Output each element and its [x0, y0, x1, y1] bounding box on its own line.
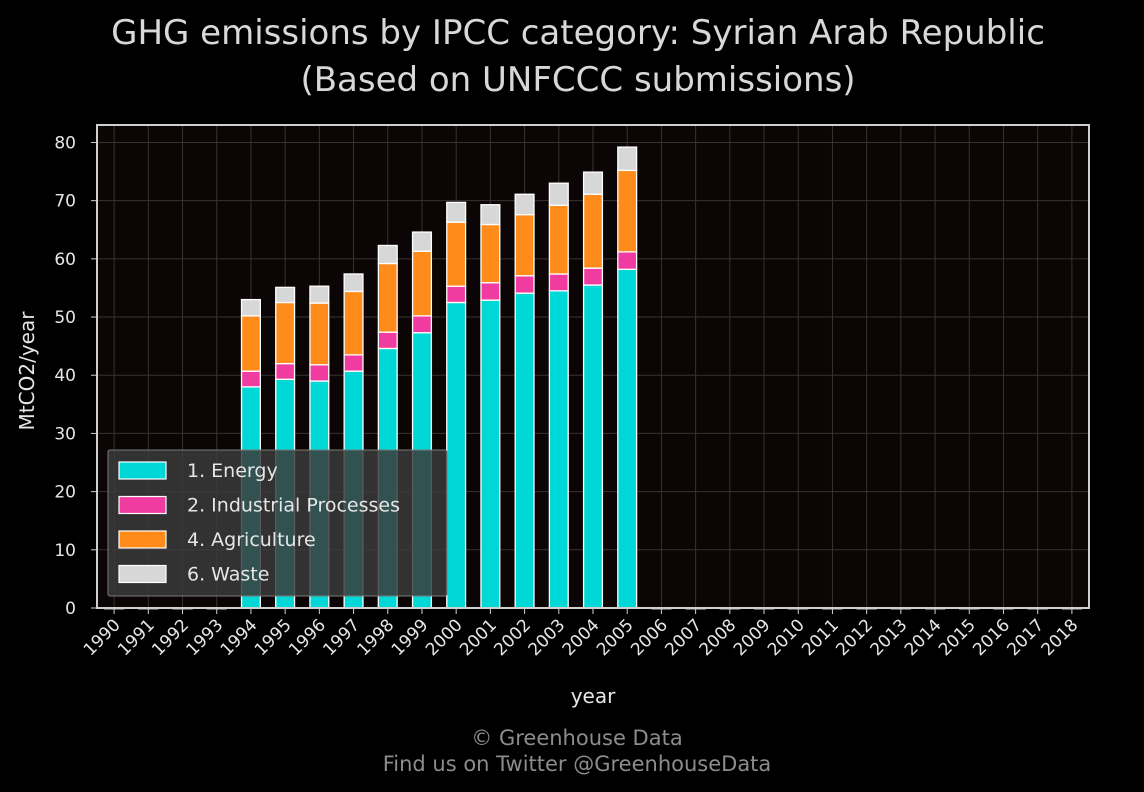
bar-segment-series-3 — [275, 286, 296, 304]
bar-segment-series-3 — [240, 298, 261, 317]
bar-segment-series-0 — [446, 301, 467, 609]
bar-segment-series-0 — [548, 290, 569, 609]
bar-segment-series-2 — [275, 301, 296, 365]
bar-segment-series-2 — [617, 169, 638, 253]
x-tick-label: 2014 — [901, 615, 946, 660]
legend-swatch-1 — [118, 495, 167, 515]
bar-segment-series-2 — [343, 290, 364, 356]
bar-segment-series-0 — [514, 292, 535, 609]
bar-segment-series-2 — [480, 223, 501, 284]
bar-segment-series-2 — [309, 302, 330, 366]
legend-label-1: 2. Industrial Processes — [187, 495, 400, 517]
bar-segment-series-0 — [480, 299, 501, 609]
x-tick-label: 2009 — [730, 615, 775, 660]
y-tick-label: 0 — [65, 599, 76, 619]
bar-segment-series-2 — [446, 221, 467, 287]
y-axis: 0 10 20 30 40 50 60 70 80 — [54, 133, 97, 619]
footer-copyright: © Greenhouse Data — [471, 726, 682, 750]
y-tick-label: 40 — [54, 366, 76, 386]
bar-segment-series-1 — [377, 331, 398, 350]
bar-segment-series-1 — [548, 273, 569, 292]
x-tick-label: 1990 — [80, 615, 125, 660]
x-tick-label: 2015 — [935, 615, 980, 660]
bar-segment-series-2 — [240, 315, 261, 372]
x-tick-label: 2010 — [764, 615, 809, 660]
x-axis-label: year — [571, 684, 616, 708]
x-tick-label: 1998 — [354, 615, 399, 660]
y-tick-label: 80 — [54, 133, 76, 153]
x-tick-label: 2012 — [832, 615, 877, 660]
bar-segment-series-2 — [514, 213, 535, 277]
x-tick-label: 1993 — [183, 615, 228, 660]
legend-box — [107, 449, 448, 597]
x-tick-label: 1991 — [114, 615, 159, 660]
legend-label-3: 6. Waste — [187, 564, 269, 586]
bar-segment-series-1 — [411, 315, 433, 334]
x-tick-label: 2001 — [456, 615, 501, 660]
footer-twitter: Find us on Twitter @GreenhouseData — [383, 752, 772, 776]
bar-segment-series-3 — [548, 182, 569, 206]
y-tick-label: 70 — [54, 192, 76, 212]
bar-segment-series-3 — [446, 201, 467, 223]
x-tick-label: 1994 — [217, 615, 262, 660]
x-tick-label: 2007 — [661, 615, 706, 660]
bar-segment-series-2 — [411, 250, 433, 317]
x-tick-label: 1992 — [148, 615, 193, 660]
x-tick-label: 2008 — [696, 615, 741, 660]
x-tick-label: 1999 — [388, 615, 433, 660]
bar-segment-series-0 — [582, 284, 604, 609]
legend-label-2: 4. Agriculture — [187, 529, 316, 551]
y-axis-label: MtCO2/year — [15, 311, 39, 431]
x-tick-label: 2017 — [1003, 615, 1048, 660]
bar-segment-series-3 — [343, 273, 364, 293]
bar-segment-series-1 — [582, 267, 604, 286]
legend-swatch-0 — [118, 461, 167, 480]
bar-segment-series-3 — [582, 171, 604, 195]
bar-segment-series-2 — [377, 262, 398, 333]
bar-segment-series-1 — [446, 285, 467, 304]
y-tick-label: 30 — [54, 424, 76, 444]
bar-segment-series-3 — [480, 204, 501, 226]
bar-segment-series-1 — [275, 362, 296, 380]
x-tick-label: 1997 — [319, 615, 364, 660]
x-tick-label: 1995 — [251, 615, 296, 660]
bar-segment-series-3 — [514, 193, 535, 216]
bar-segment-series-2 — [582, 193, 604, 269]
x-tick-label: 2006 — [627, 615, 672, 660]
bar-segment-series-1 — [514, 275, 535, 294]
y-tick-label: 20 — [54, 483, 76, 503]
chart-title-line2: (Based on UNFCCC submissions) — [300, 60, 855, 100]
y-tick-label: 50 — [54, 308, 76, 328]
x-tick-label: 2013 — [867, 615, 912, 660]
legend: 1. Energy 2. Industrial Processes 4. Agric… — [107, 449, 448, 597]
legend-swatch-3 — [118, 564, 167, 584]
y-tick-label: 60 — [54, 250, 76, 270]
legend-label-0: 1. Energy — [187, 460, 278, 482]
chart-title-line1: GHG emissions by IPCC category: Syrian A… — [111, 13, 1045, 53]
x-tick-label: 2011 — [798, 615, 843, 660]
bar-segment-series-1 — [480, 282, 501, 301]
x-tick-label: 2004 — [559, 615, 604, 660]
x-tick-label: 2002 — [490, 615, 535, 660]
x-tick-label: 1996 — [285, 615, 330, 660]
bar-segment-series-3 — [377, 244, 398, 265]
x-tick-label: 2018 — [1038, 615, 1083, 660]
bar-segment-series-1 — [343, 354, 364, 372]
x-tick-label: 2016 — [969, 615, 1014, 660]
legend-swatch-2 — [118, 530, 167, 549]
x-tick-label: 2000 — [422, 615, 467, 660]
bar-segment-series-2 — [548, 204, 569, 275]
bar-segment-series-3 — [309, 285, 330, 304]
bar-segment-series-3 — [617, 146, 638, 172]
x-tick-label: 2003 — [525, 615, 570, 660]
x-axis: 1990199119921993199419951996199719981999… — [80, 608, 1083, 660]
bar-segment-series-1 — [240, 370, 261, 388]
y-tick-label: 10 — [54, 541, 76, 561]
bar-segment-series-3 — [411, 231, 433, 252]
x-tick-label: 2005 — [593, 615, 638, 660]
bar-segment-series-0 — [617, 268, 638, 609]
bar-segment-series-1 — [309, 364, 330, 382]
bar-segment-series-1 — [617, 251, 638, 270]
